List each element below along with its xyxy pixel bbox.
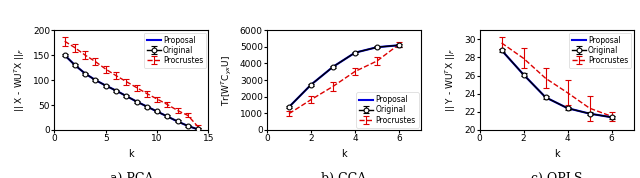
- Proposal: [608, 116, 616, 118]
- Proposal: [61, 54, 68, 56]
- Proposal: [81, 73, 89, 75]
- Proposal: [164, 115, 172, 117]
- Text: a) PCA: a) PCA: [109, 172, 153, 178]
- Legend: Proposal, Original, Procrustes: Proposal, Original, Procrustes: [144, 33, 206, 68]
- Proposal: [395, 44, 403, 46]
- Proposal: [586, 112, 593, 115]
- Proposal: [112, 90, 120, 92]
- Proposal: [132, 100, 140, 103]
- Proposal: [153, 110, 161, 112]
- Proposal: [92, 79, 99, 81]
- X-axis label: k: k: [341, 149, 347, 159]
- Proposal: [564, 107, 572, 109]
- Y-axis label: Tr[W$^T$C$_{yx}$U]: Tr[W$^T$C$_{yx}$U]: [220, 54, 234, 106]
- Proposal: [351, 52, 359, 54]
- Line: Proposal: Proposal: [65, 55, 198, 129]
- Proposal: [329, 66, 337, 68]
- Proposal: [307, 84, 315, 86]
- Proposal: [102, 85, 109, 87]
- Proposal: [174, 120, 182, 122]
- Text: c) OPLS: c) OPLS: [531, 172, 582, 178]
- Y-axis label: || X - WU$^T$X ||$_F$: || X - WU$^T$X ||$_F$: [13, 48, 28, 112]
- Line: Proposal: Proposal: [502, 50, 612, 117]
- X-axis label: k: k: [129, 149, 134, 159]
- Legend: Proposal, Original, Procrustes: Proposal, Original, Procrustes: [569, 33, 631, 68]
- Proposal: [122, 95, 130, 97]
- Proposal: [541, 96, 549, 98]
- Proposal: [71, 64, 79, 66]
- X-axis label: k: k: [554, 149, 559, 159]
- Text: b) CCA: b) CCA: [321, 172, 367, 178]
- Proposal: [285, 106, 293, 108]
- Proposal: [143, 105, 150, 108]
- Proposal: [498, 49, 506, 51]
- Proposal: [373, 46, 381, 48]
- Proposal: [520, 74, 527, 76]
- Y-axis label: || Y - WU$^T$X ||$_F$: || Y - WU$^T$X ||$_F$: [444, 48, 458, 112]
- Proposal: [195, 128, 202, 130]
- Legend: Proposal, Original, Procrustes: Proposal, Original, Procrustes: [356, 92, 419, 128]
- Line: Proposal: Proposal: [289, 45, 399, 107]
- Proposal: [184, 125, 192, 127]
